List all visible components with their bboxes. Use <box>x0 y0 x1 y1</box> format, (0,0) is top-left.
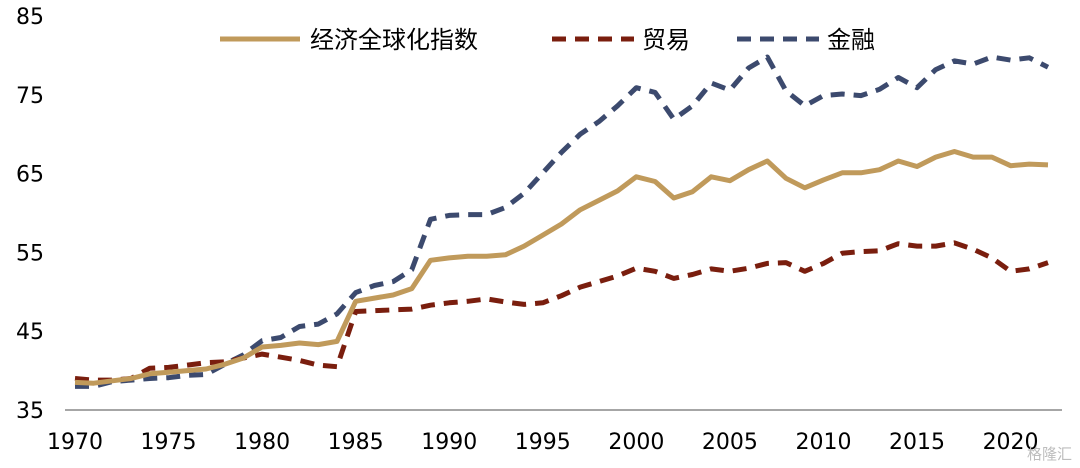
y-tick-label: 85 <box>16 5 44 30</box>
x-tick-label: 1985 <box>328 430 384 455</box>
y-tick-label: 65 <box>16 163 44 188</box>
x-tick-label: 1995 <box>515 430 571 455</box>
y-tick-label: 45 <box>16 320 44 345</box>
y-tick-label: 75 <box>16 84 44 109</box>
series-lines <box>74 54 1050 389</box>
y-tick-labels: 35 45 55 65 75 85 <box>16 5 44 424</box>
legend-label-economic-globalization: 经济全球化指数 <box>310 26 478 54</box>
trade-line <box>74 240 1049 383</box>
legend-label-trade: 贸易 <box>642 26 690 54</box>
legend: 经济全球化指数 贸易 金融 <box>220 26 875 54</box>
x-tick-label: 1980 <box>234 430 290 455</box>
x-tick-label: 1970 <box>47 430 103 455</box>
y-tick-label: 35 <box>16 399 44 424</box>
economic-globalization-line <box>74 149 1049 386</box>
x-tick-label: 2020 <box>983 430 1039 455</box>
x-tick-labels: 1970 1975 1980 1985 1990 1995 2000 2005 2010 2015… <box>47 430 1039 455</box>
y-tick-label: 55 <box>16 241 44 266</box>
x-tick-label: 2015 <box>889 430 945 455</box>
x-tick-label: 1975 <box>141 430 197 455</box>
x-tick-label: 2010 <box>795 430 851 455</box>
legend-label-finance: 金融 <box>827 26 875 54</box>
x-tick-label: 2005 <box>702 430 758 455</box>
watermark-logo: 格隆汇 <box>1026 445 1072 463</box>
x-tick-label: 1990 <box>421 430 477 455</box>
x-tick-label: 2000 <box>608 430 664 455</box>
